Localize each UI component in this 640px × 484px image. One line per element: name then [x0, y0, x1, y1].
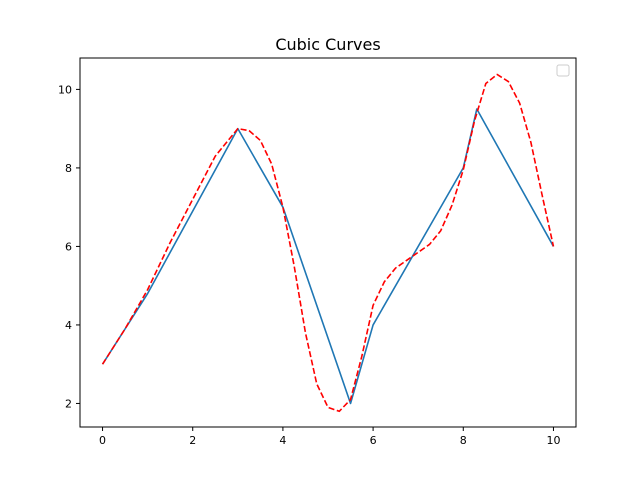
plot-area: 0 2 4 6 8 10 2 4 6 8 10	[58, 57, 577, 447]
y-tick-label: 6	[65, 240, 72, 253]
y-tick-label: 2	[65, 397, 72, 410]
legend-box	[556, 64, 570, 77]
series-line-2	[101, 73, 555, 413]
y-tick-label: 8	[65, 162, 72, 175]
axes-frame	[79, 57, 577, 428]
series-line-1	[101, 108, 555, 405]
x-tick-label: 4	[279, 434, 286, 447]
x-tick-label: 6	[370, 434, 377, 447]
x-tick-label: 8	[460, 434, 467, 447]
x-tick-label: 0	[99, 434, 106, 447]
chart-title: Cubic Curves	[275, 35, 380, 54]
y-tick-label: 4	[65, 319, 72, 332]
y-tick-label: 10	[58, 83, 72, 96]
x-tick-label: 2	[189, 434, 196, 447]
x-tick-label: 10	[546, 434, 560, 447]
